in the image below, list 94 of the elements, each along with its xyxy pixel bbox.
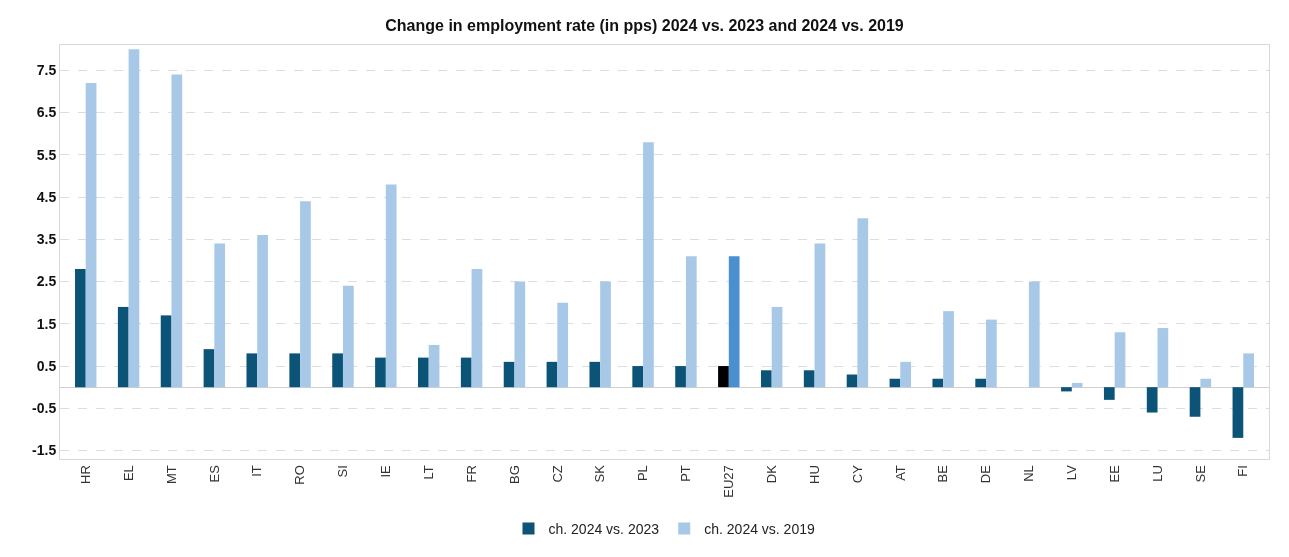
bar [643, 142, 654, 388]
y-tick-label: -1.5 [32, 442, 57, 459]
x-tick-label: EE [1106, 464, 1122, 483]
x-tick-label: LV [1064, 464, 1080, 481]
bar [417, 357, 429, 388]
bar [1071, 382, 1083, 388]
legend-label: ch. 2024 vs. 2019 [704, 520, 815, 537]
x-tick-label: BG [506, 465, 522, 484]
bar [128, 49, 140, 388]
y-tick-label: -0.5 [32, 400, 57, 417]
x-tick-label: SI [335, 465, 351, 478]
bar [75, 268, 86, 388]
bar [1028, 281, 1040, 388]
x-tick-label: MT [163, 465, 179, 484]
bar [857, 218, 869, 388]
x-tick-label: PL [635, 465, 651, 482]
x-tick-label: EL [120, 465, 136, 482]
bar [289, 353, 301, 388]
bar [771, 306, 783, 388]
bar [932, 378, 944, 388]
y-tick-label: 6.5 [36, 104, 57, 121]
bar [1232, 387, 1244, 438]
x-tick-label: EU27 [721, 465, 737, 498]
y-tick-label: 0.5 [36, 357, 57, 374]
bar [428, 344, 440, 388]
y-tick-label: 2.5 [36, 273, 57, 290]
bar [986, 319, 997, 388]
bar [332, 353, 343, 388]
y-tick-label: 3.5 [36, 231, 57, 248]
bar [803, 370, 815, 388]
bar [589, 361, 601, 388]
y-tick-label: 1.5 [36, 315, 57, 332]
x-tick-label: HU [806, 465, 822, 484]
x-tick-label: PT [678, 465, 694, 482]
bar [1157, 328, 1169, 388]
bar [503, 361, 515, 388]
bar [85, 83, 97, 388]
x-tick-label: LT [420, 465, 436, 480]
x-tick-label: FI [1235, 465, 1251, 477]
y-tick-label: 7.5 [36, 62, 57, 79]
bar [1200, 378, 1212, 388]
x-tick-label: LU [1149, 465, 1165, 482]
bar [514, 281, 526, 388]
x-tick-label: SE [1192, 464, 1208, 483]
y-tick-label: 5.5 [36, 146, 57, 163]
x-tick-label: ES [206, 464, 222, 483]
x-tick-label: CY [849, 464, 865, 484]
x-tick-label: AT [892, 465, 908, 481]
bar [1061, 387, 1072, 392]
x-tick-label: FR [463, 465, 479, 483]
x-tick-label: DK [763, 464, 779, 484]
bar [718, 366, 729, 388]
bar [943, 311, 954, 388]
bar [385, 184, 397, 388]
bar [900, 361, 912, 388]
bar [203, 349, 215, 388]
bar [1146, 387, 1158, 413]
legend-label: ch. 2024 vs. 2023 [548, 520, 660, 537]
x-tick-label: HR [77, 465, 93, 484]
bar [546, 361, 558, 388]
bar [760, 370, 772, 388]
bar [1114, 332, 1126, 388]
x-tick-label: IE [378, 464, 394, 478]
bar [1189, 387, 1201, 417]
bar [600, 281, 611, 388]
x-tick-label: SK [592, 464, 608, 483]
x-tick-label: RO [292, 465, 308, 485]
bar [300, 201, 311, 388]
bar [1103, 387, 1115, 400]
bar [728, 256, 740, 388]
y-tick-label: 4.5 [36, 188, 57, 205]
bar [685, 256, 697, 388]
bar [1243, 353, 1254, 388]
bar [675, 366, 686, 388]
bar [471, 268, 483, 388]
bar [375, 357, 386, 388]
bar [160, 315, 172, 388]
bar [632, 366, 644, 388]
bar [117, 306, 129, 388]
bar [171, 74, 183, 388]
bar [557, 302, 569, 388]
x-tick-label: IT [249, 465, 265, 477]
x-tick-label: DE [978, 464, 994, 484]
bar [257, 235, 268, 388]
bar [814, 243, 826, 388]
x-tick-label: CZ [549, 465, 565, 483]
chart-title: Change in employment rate (in pps) 2024 vs. 2023 and 2024 vs. 2019 [385, 16, 904, 34]
x-tick-label: NL [1021, 465, 1037, 482]
bar [246, 353, 258, 388]
bar [214, 243, 226, 388]
x-tick-label: BE [935, 464, 951, 483]
bar [460, 357, 472, 388]
bar [975, 378, 987, 388]
bar [342, 285, 354, 388]
